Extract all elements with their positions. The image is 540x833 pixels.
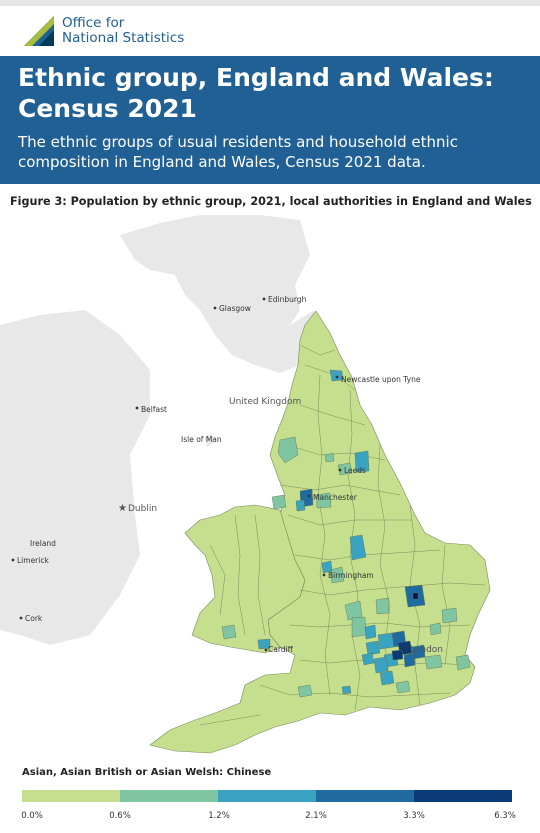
edinburgh-label: Edinburgh: [268, 295, 307, 304]
brand-name: Office for National Statistics: [62, 16, 184, 46]
top-strip: [0, 0, 540, 6]
edinburgh-marker: [262, 297, 266, 301]
header-banner: Ethnic group, England and Wales: Census …: [0, 56, 540, 184]
legend-tick-4: 2.1%: [305, 811, 327, 821]
newcastle-marker: [335, 375, 339, 379]
ireland-land: [0, 310, 150, 645]
page-title-line2: Census 2021: [18, 94, 197, 123]
scotland-south-land: [200, 300, 315, 373]
legend-swatch-4: [316, 790, 414, 802]
limerick-marker: [11, 558, 15, 562]
dublin-marker: ★: [118, 503, 127, 514]
page-title-line1: Ethnic group, England and Wales:: [18, 63, 494, 92]
birmingham-marker: [322, 573, 326, 577]
ons-logo[interactable]: Office for National Statistics: [24, 16, 184, 46]
legend-swatch-2: [120, 790, 218, 802]
legend-color-bar: [22, 790, 512, 802]
manchester-label: Manchester: [313, 493, 358, 502]
wales-land: [184, 504, 306, 654]
united-kingdom-label: United Kingdom: [229, 397, 301, 407]
glasgow-label: Glasgow: [219, 304, 251, 313]
ons-logo-icon: [24, 16, 54, 46]
legend-tick-5: 3.3%: [403, 811, 425, 821]
highlighted-authorities: [221, 369, 471, 698]
choropleth-map[interactable]: Edinburgh Glasgow Newcastle upon Tyne Un…: [0, 215, 540, 760]
page-subtitle: The ethnic groups of usual residents and…: [18, 133, 458, 171]
belfast-label: Belfast: [141, 405, 167, 414]
brand-name-line1: Office for: [62, 15, 125, 31]
london-marker: [404, 646, 408, 650]
legend-tick-3: 1.2%: [208, 811, 230, 821]
page-title: Ethnic group, England and Wales: Census …: [18, 62, 528, 124]
legend-tick-2: 0.6%: [109, 811, 131, 821]
newcastle-label: Newcastle upon Tyne: [341, 375, 421, 384]
limerick-label: Limerick: [17, 556, 49, 565]
manchester-marker: [307, 494, 311, 498]
leeds-label: Leeds: [344, 466, 366, 475]
isle-of-man-land: [205, 433, 214, 447]
glasgow-marker: [213, 306, 217, 310]
place-labels: Edinburgh Glasgow Newcastle upon Tyne Un…: [11, 295, 443, 655]
birmingham-label: Birmingham: [328, 571, 374, 580]
london-label: London: [410, 645, 443, 655]
legend-swatch-1: [22, 790, 120, 802]
legend-swatch-3: [218, 790, 316, 802]
ireland-label: Ireland: [30, 539, 56, 548]
leeds-marker: [338, 468, 342, 472]
cardiff-marker: [264, 648, 268, 652]
belfast-marker: [135, 406, 139, 410]
dublin-label: Dublin: [128, 504, 157, 514]
isle-of-man-label: Isle of Man: [181, 435, 222, 444]
legend-tick-1: 0.0%: [21, 811, 43, 821]
legend-swatch-5: [414, 790, 512, 802]
scotland-land: [120, 215, 310, 325]
brand-name-line2: National Statistics: [62, 30, 185, 46]
legend-title: Asian, Asian British or Asian Welsh: Chi…: [22, 767, 272, 778]
figure-title: Figure 3: Population by ethnic group, 20…: [10, 195, 532, 208]
legend-ticks: 0.0% 0.6% 1.2% 2.1% 3.3% 6.3%: [0, 811, 540, 825]
legend-tick-6: 6.3%: [494, 811, 516, 821]
cardiff-label: Cardiff: [268, 645, 294, 654]
cork-label: Cork: [25, 614, 43, 623]
cork-marker: [19, 616, 23, 620]
